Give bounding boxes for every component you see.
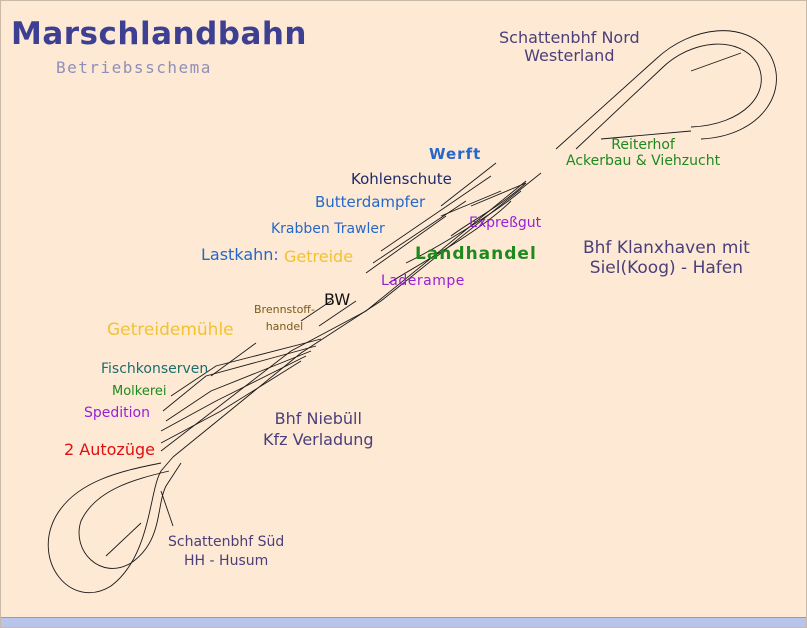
crossover-north-2 xyxy=(440,190,502,217)
niebuell-track-1 xyxy=(170,338,322,397)
north-loop-outer xyxy=(555,30,777,150)
south-loop-inner xyxy=(78,462,182,569)
label-brennstoffhandel: Brennstoff- handel xyxy=(254,302,315,335)
niebuell-track-2 xyxy=(162,345,317,412)
siding-brennstoff xyxy=(300,300,332,322)
label-niebuell: Bhf Niebüll Kfz Verladung xyxy=(263,409,374,451)
label-molkerei: Molkerei xyxy=(112,384,167,399)
siding-werft xyxy=(440,162,497,207)
label-klanxhaven-line1: Bhf Klanxhaven mit xyxy=(583,238,750,258)
north-loop-inner xyxy=(575,43,762,150)
niebuell-track-3 xyxy=(165,350,312,422)
label-schattenbhf-sued: Schattenbhf Süd HH - Husum xyxy=(168,533,284,571)
label-schattenbhf-sued-line2: HH - Husum xyxy=(184,552,269,569)
label-schattenbhf-sued-line1: Schattenbhf Süd xyxy=(168,534,285,550)
label-werft: Werft xyxy=(429,145,482,163)
label-schattenbhf-nord: Schattenbhf Nord Westerland xyxy=(499,28,640,66)
diagram-title: Marschlandbahn xyxy=(11,16,308,52)
label-brennstoffhandel-line2: handel xyxy=(265,319,304,333)
crossover-north xyxy=(470,182,527,207)
bottom-bar xyxy=(1,617,806,627)
label-lastkahn: Lastkahn: xyxy=(201,245,279,264)
label-autozuege: 2 Autozüge xyxy=(64,440,155,459)
label-niebuell-line1: Bhf Niebüll xyxy=(274,409,362,428)
label-reiterhof-line2: Ackerbau & Viehzucht xyxy=(566,153,721,170)
north-siding xyxy=(600,130,692,140)
siding-laderampe xyxy=(388,200,512,284)
south-loop-spur xyxy=(105,522,142,557)
label-landhandel: Landhandel xyxy=(415,244,537,264)
label-getreide: Getreide xyxy=(284,247,354,266)
diagram-subtitle: Betriebsschema xyxy=(56,58,212,77)
label-klanxhaven-line2: Siel(Koog) - Hafen xyxy=(589,257,743,278)
getreidemuehle-spur xyxy=(210,342,257,377)
label-niebuell-line2: Kfz Verladung xyxy=(263,429,374,449)
siding-expressgut xyxy=(450,182,527,237)
siding-bw xyxy=(318,300,357,327)
siding-kohlenschute xyxy=(380,175,492,252)
south-loop-outer xyxy=(47,456,174,593)
siding-krabben xyxy=(365,215,447,274)
label-bw: BW xyxy=(324,290,351,309)
main-line-b xyxy=(172,172,542,458)
siding-landhandel xyxy=(405,190,522,264)
main-line-a xyxy=(160,180,527,452)
label-schattenbhf-nord-line1: Schattenbhf Nord xyxy=(499,28,640,47)
label-kohlenschute: Kohlenschute xyxy=(351,170,452,188)
label-laderampe: Laderampe xyxy=(381,273,465,289)
south-siding xyxy=(160,490,174,527)
siding-butterdampfer xyxy=(372,200,467,264)
label-krabben-trawler: Krabben Trawler xyxy=(271,221,385,237)
label-fischkonserven: Fischkonserven xyxy=(101,361,209,377)
label-getreidemuehle: Getreidemühle xyxy=(107,320,234,340)
label-reiterhof-line1: Reiterhof xyxy=(611,137,675,153)
label-butterdampfer: Butterdampfer xyxy=(315,193,426,211)
north-loop-spur xyxy=(690,52,742,72)
label-schattenbhf-nord-line2: Westerland xyxy=(524,46,615,66)
niebuell-track-4 xyxy=(160,355,307,432)
label-expressgut: Expreßgut xyxy=(469,215,542,231)
label-brennstoffhandel-line1: Brennstoff- xyxy=(254,303,315,316)
niebuell-track-5 xyxy=(160,360,302,444)
label-spedition: Spedition xyxy=(84,405,150,421)
label-reiterhof: Reiterhof Ackerbau & Viehzucht xyxy=(566,137,720,169)
label-klanxhaven: Bhf Klanxhaven mit Siel(Koog) - Hafen xyxy=(583,238,750,278)
